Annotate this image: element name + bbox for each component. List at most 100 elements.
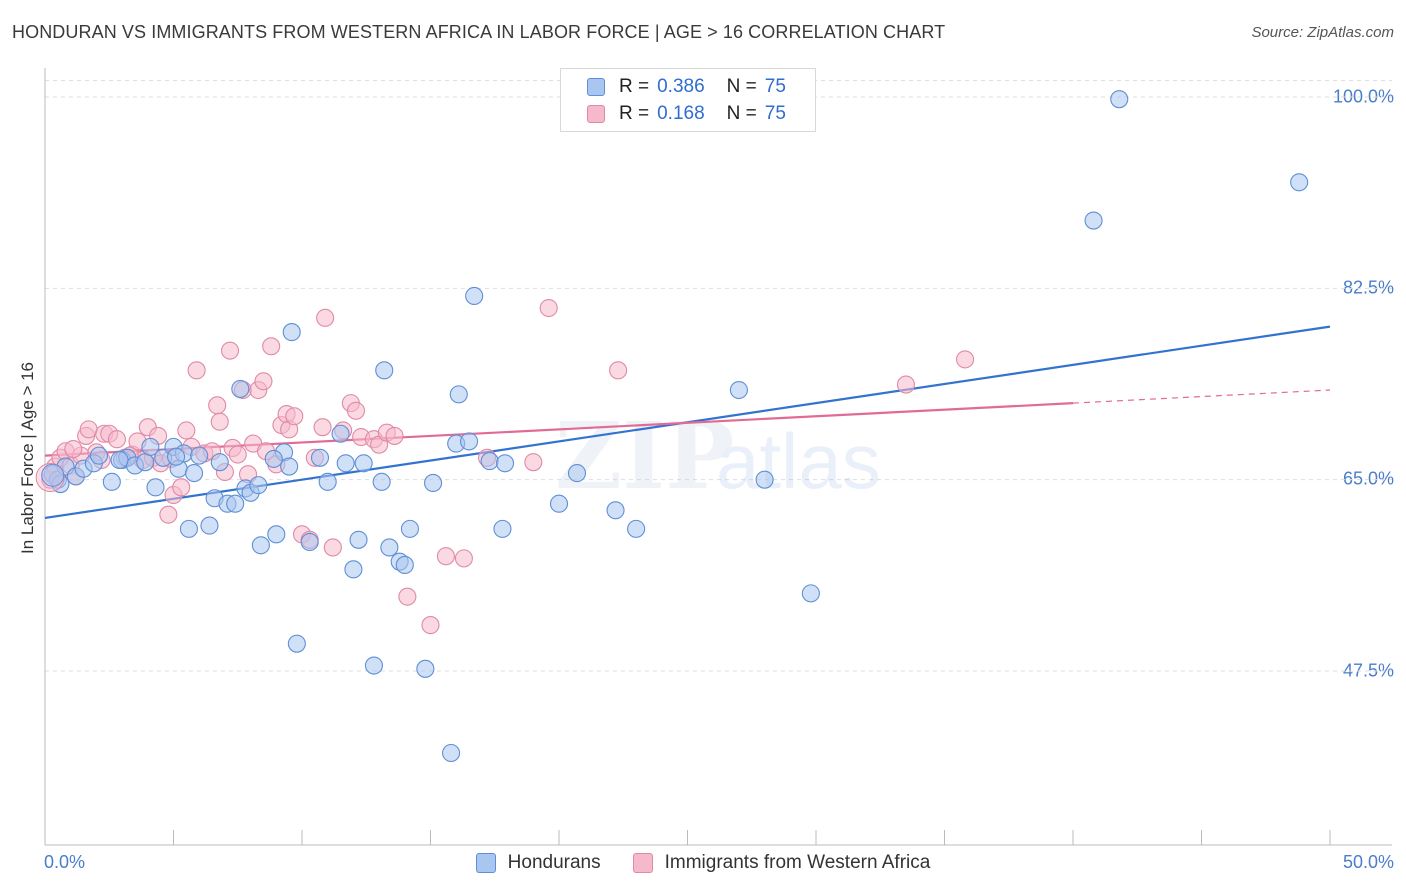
- legend-r-label: R =: [619, 103, 650, 124]
- point-hondurans: [465, 286, 484, 306]
- watermark-atlas: atlas: [716, 417, 881, 505]
- point-western-africa: [254, 372, 273, 391]
- point-western-africa: [896, 375, 916, 394]
- legend-item-hondurans[interactable]: Hondurans: [475, 852, 601, 874]
- point-hondurans: [567, 464, 587, 483]
- legend-row-western-africa: R = 0.168 N = 75: [587, 102, 786, 126]
- y-tick-label: 82.5%: [1342, 277, 1394, 298]
- point-hondurans: [280, 457, 299, 476]
- point-hondurans: [167, 447, 186, 466]
- point-hondurans: [267, 525, 286, 544]
- point-hondurans: [493, 519, 512, 538]
- point-hondurans: [1290, 173, 1309, 192]
- point-hondurans: [380, 538, 399, 557]
- x-tick-label: 0.0%: [44, 852, 86, 872]
- point-hondurans: [41, 463, 65, 487]
- point-hondurans: [146, 478, 165, 497]
- point-hondurans: [449, 385, 468, 404]
- point-western-africa: [609, 361, 628, 380]
- point-hondurans: [344, 560, 363, 579]
- source-label: Source: ZipAtlas.com: [1251, 24, 1394, 41]
- point-hondurans: [318, 472, 337, 491]
- point-hondurans: [185, 464, 204, 483]
- point-hondurans: [179, 519, 198, 538]
- legend-label: Immigrants from Western Africa: [664, 852, 931, 873]
- legend-item-western-africa[interactable]: Immigrants from Western Africa: [632, 852, 931, 874]
- point-hondurans: [755, 470, 774, 489]
- point-hondurans: [190, 446, 209, 465]
- point-western-africa: [313, 418, 332, 437]
- point-hondurans: [400, 519, 419, 538]
- point-hondurans: [480, 452, 499, 471]
- point-hondurans: [364, 656, 384, 675]
- point-hondurans: [416, 659, 435, 678]
- point-western-africa: [159, 505, 178, 524]
- point-hondurans: [102, 472, 121, 491]
- x-tick-label: 50.0%: [1342, 852, 1394, 872]
- point-hondurans: [282, 323, 301, 342]
- point-hondurans: [300, 532, 319, 552]
- point-hondurans: [231, 379, 250, 398]
- legend-swatch-pink: [587, 105, 605, 123]
- point-western-africa: [172, 478, 191, 497]
- point-hondurans: [249, 476, 268, 495]
- point-hondurans: [1084, 211, 1103, 230]
- point-hondurans: [287, 634, 306, 653]
- point-hondurans: [200, 516, 219, 535]
- legend-r-label: R =: [619, 76, 650, 97]
- point-hondurans: [606, 501, 625, 520]
- point-hondurans: [729, 380, 748, 400]
- legend-swatch-blue: [587, 78, 605, 96]
- point-western-africa: [539, 298, 558, 318]
- point-western-africa: [220, 341, 240, 360]
- point-western-africa: [323, 538, 342, 557]
- point-western-africa: [187, 361, 206, 380]
- legend-r-value: 0.386: [657, 76, 705, 97]
- y-tick-label: 100.0%: [1332, 86, 1394, 107]
- legend-row-hondurans: R = 0.386 N = 75: [587, 75, 786, 99]
- point-western-africa: [64, 440, 83, 459]
- legend-swatch-pink: [632, 853, 653, 873]
- point-hondurans: [459, 432, 479, 451]
- legend-n-label: N =: [726, 103, 757, 124]
- point-hondurans: [424, 473, 443, 492]
- legend-n-value: 75: [764, 103, 786, 124]
- point-western-africa: [262, 337, 281, 356]
- point-hondurans: [495, 454, 515, 473]
- legend-r-value: 0.168: [657, 103, 705, 124]
- point-hondurans: [801, 584, 820, 603]
- legend-n-label: N =: [726, 76, 757, 97]
- legend-label: Hondurans: [507, 852, 601, 873]
- point-hondurans: [395, 555, 414, 574]
- stats-legend: R = 0.386 N = 75 R = 0.168 N = 75: [560, 68, 816, 132]
- trend-line-western-africa-dashed: [1072, 389, 1331, 404]
- point-western-africa: [228, 445, 247, 464]
- point-hondurans: [210, 453, 229, 472]
- point-hondurans: [354, 454, 373, 473]
- point-western-africa: [208, 396, 227, 415]
- point-hondurans: [375, 361, 394, 380]
- gridlines: [45, 80, 1392, 672]
- point-western-africa: [524, 453, 543, 472]
- y-tick-label: 65.0%: [1342, 468, 1394, 489]
- point-hondurans: [442, 743, 461, 763]
- point-western-africa: [107, 430, 127, 449]
- point-western-africa: [316, 308, 335, 327]
- point-hondurans: [141, 437, 160, 456]
- point-western-africa: [210, 412, 229, 431]
- axes: [44, 68, 1392, 846]
- point-western-africa: [177, 421, 196, 440]
- point-western-africa: [436, 547, 455, 566]
- point-western-africa: [385, 426, 404, 445]
- point-hondurans: [349, 530, 368, 549]
- point-hondurans: [251, 536, 270, 555]
- legend-n-value: 75: [764, 76, 786, 97]
- point-hondurans: [226, 494, 245, 513]
- point-hondurans: [136, 453, 155, 472]
- point-hondurans: [1110, 90, 1129, 109]
- point-western-africa: [956, 350, 975, 369]
- point-hondurans: [264, 449, 283, 468]
- point-hondurans: [627, 519, 646, 538]
- point-western-africa: [398, 587, 417, 606]
